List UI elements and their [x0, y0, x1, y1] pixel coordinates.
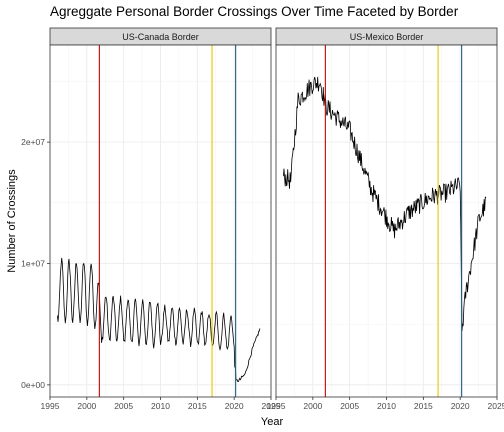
x-tick-label: 2010 — [151, 401, 170, 411]
x-tick-label: 2010 — [377, 401, 396, 411]
x-tick-label: 1995 — [267, 401, 286, 411]
chart-title: Agreggate Personal Border Crossings Over… — [50, 4, 459, 19]
x-tick-label: 2000 — [77, 401, 96, 411]
x-tick-label: 2025 — [488, 401, 504, 411]
x-tick-label: 2025 — [262, 401, 281, 411]
x-tick-label: 2005 — [114, 401, 133, 411]
series-line — [283, 76, 487, 332]
facet-strip-label: US-Mexico Border — [350, 32, 424, 42]
facet-strip-label: US-Canada Border — [122, 32, 199, 42]
x-tick-label: 2005 — [340, 401, 359, 411]
x-tick-label: 2020 — [225, 401, 244, 411]
x-axis-title: Year — [261, 416, 284, 428]
facet-panel: US-Canada Border — [49, 27, 272, 398]
y-axis-title: Number of Crossings — [6, 169, 18, 273]
y-tick-label: 2e+07 — [21, 137, 45, 147]
series-line — [57, 257, 261, 383]
facets: US-Canada Border US-Mexico Border — [49, 27, 498, 398]
x-tick-label: 1995 — [41, 401, 60, 411]
y-tick-label: 1e+07 — [21, 258, 45, 268]
y-axis: 0e+00 1e+07 2e+07 — [21, 137, 50, 390]
x-tick-label: 2000 — [303, 401, 322, 411]
x-tick-label: 2020 — [451, 401, 470, 411]
y-tick-label: 0e+00 — [21, 380, 45, 390]
x-tick-label: 2015 — [414, 401, 433, 411]
facet-panel: US-Mexico Border — [275, 27, 498, 398]
x-tick-label: 2015 — [188, 401, 207, 411]
